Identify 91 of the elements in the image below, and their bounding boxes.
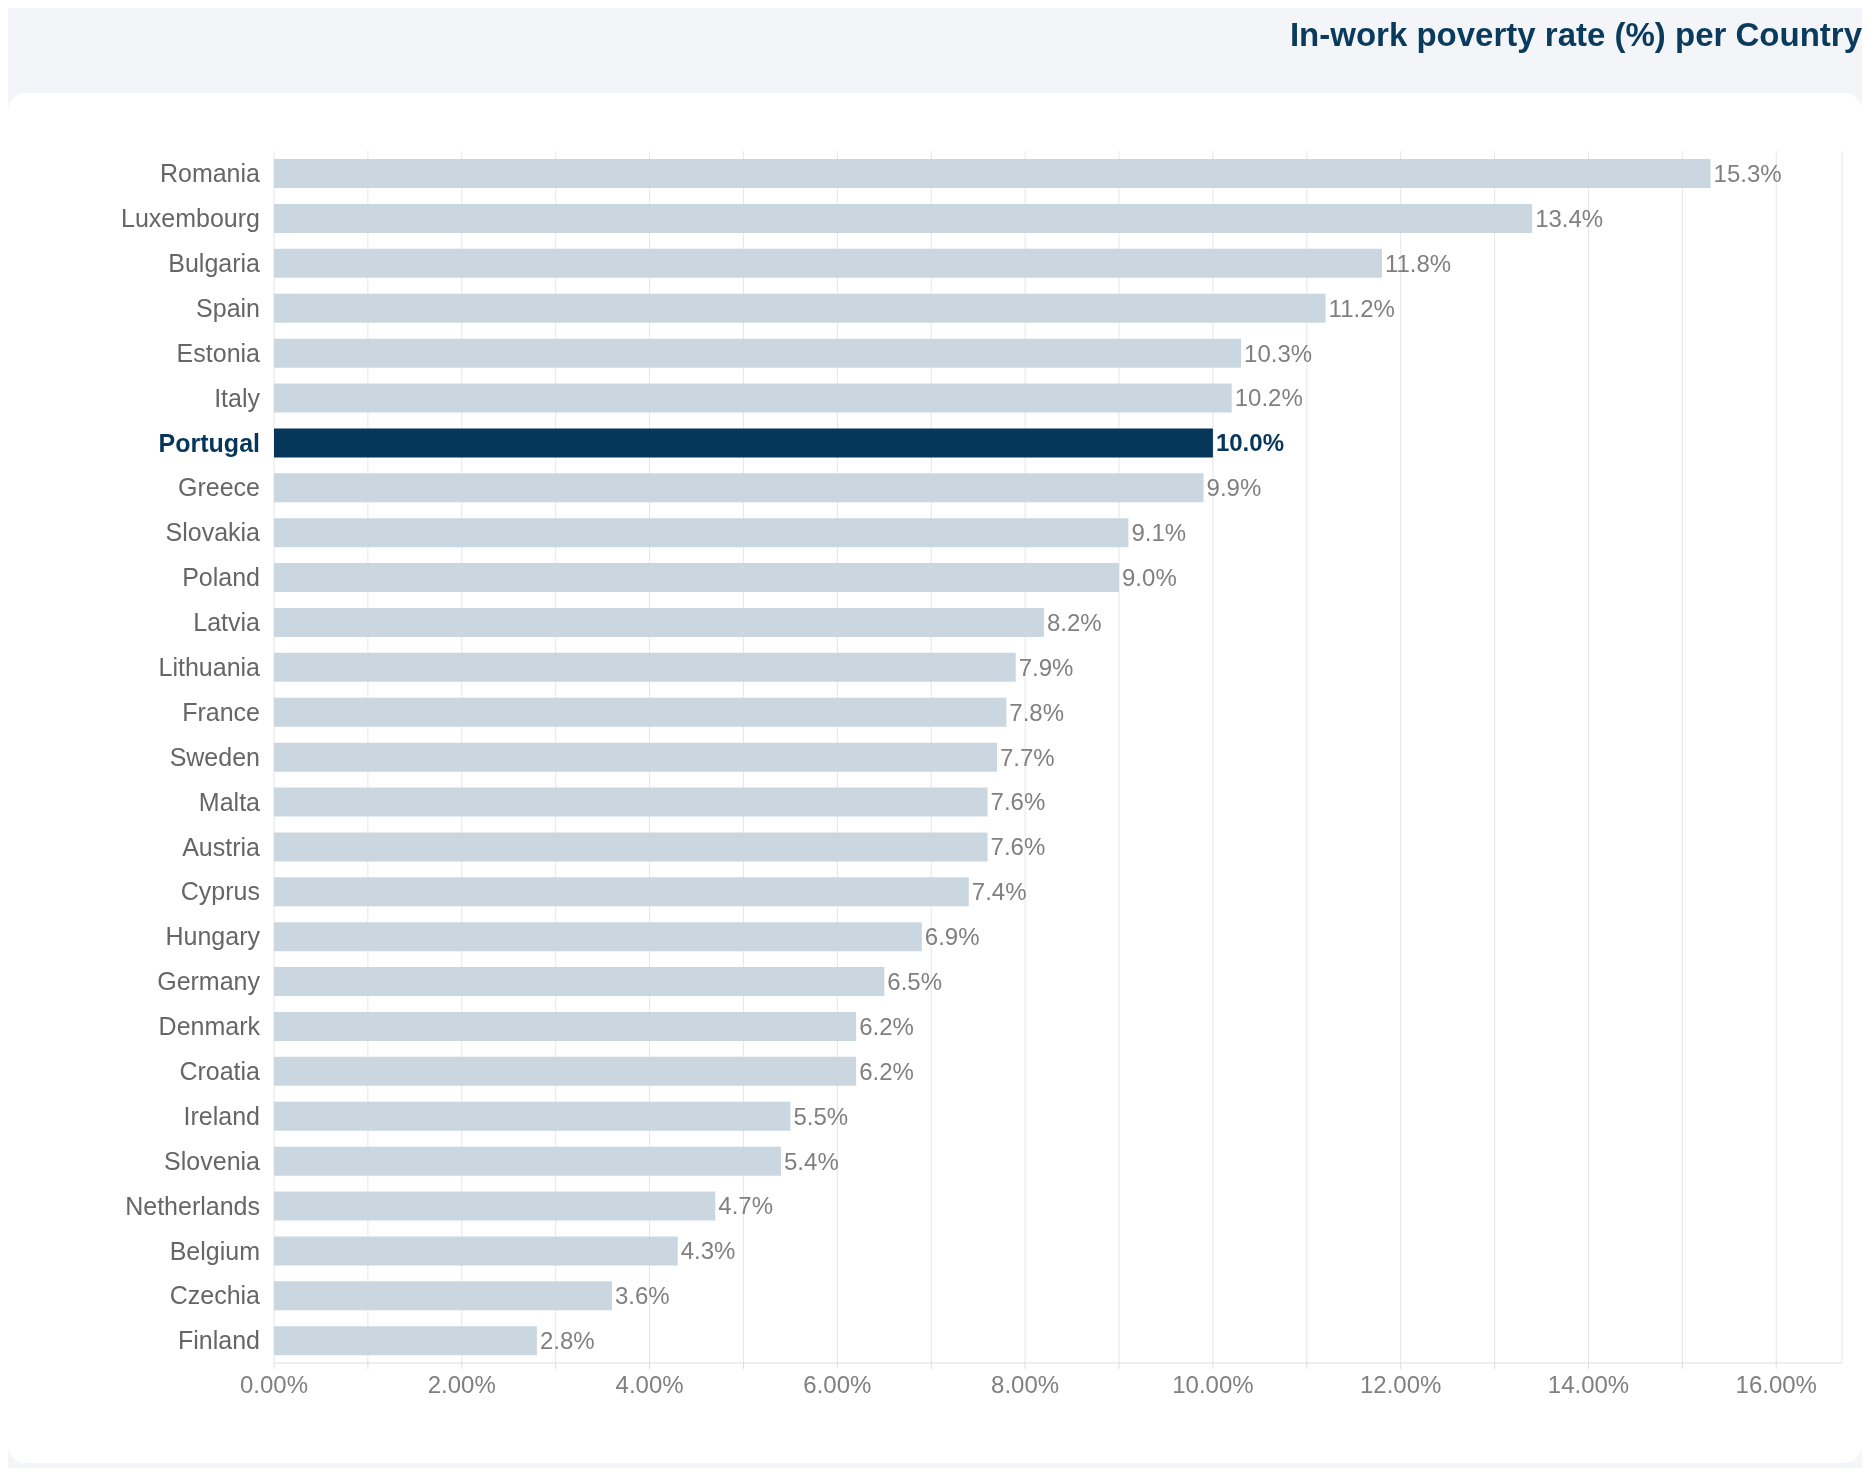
data-label: 2.8% bbox=[539, 1327, 595, 1355]
bar bbox=[274, 518, 1129, 548]
y-tick-label: Netherlands bbox=[125, 1191, 260, 1220]
data-label: 9.0% bbox=[1122, 563, 1177, 591]
y-tick-label: Luxembourg bbox=[121, 204, 260, 233]
y-tick-label: Finland bbox=[178, 1326, 260, 1355]
bar bbox=[274, 1056, 857, 1086]
y-tick-label: Greece bbox=[178, 473, 260, 502]
data-label: 7.9% bbox=[1018, 653, 1074, 681]
y-tick-label: Belgium bbox=[169, 1236, 260, 1265]
x-tick-label: 0.00% bbox=[239, 1371, 309, 1398]
x-tick-label: 4.00% bbox=[615, 1371, 684, 1398]
y-tick-label: Lithuania bbox=[158, 652, 261, 681]
y-tick-label: Latvia bbox=[193, 608, 261, 637]
chart-title: In-work poverty rate (%) per Country bbox=[1289, 16, 1862, 54]
y-tick-label: Estonia bbox=[176, 338, 261, 367]
y-tick-label: Spain bbox=[196, 293, 260, 322]
bar bbox=[274, 1011, 857, 1041]
data-label: 10.3% bbox=[1244, 339, 1313, 367]
data-label: 6.9% bbox=[924, 923, 980, 951]
y-tick-label: Slovenia bbox=[164, 1146, 261, 1175]
bar bbox=[274, 383, 1232, 413]
bar bbox=[274, 742, 997, 772]
bar bbox=[274, 428, 1213, 458]
data-label: 7.8% bbox=[1009, 698, 1065, 726]
bar bbox=[274, 159, 1711, 189]
bar bbox=[274, 877, 969, 907]
bar bbox=[274, 1146, 782, 1176]
data-label: 3.6% bbox=[615, 1282, 670, 1310]
data-label: 15.3% bbox=[1713, 159, 1782, 187]
bar bbox=[274, 1236, 678, 1266]
y-tick-label: Sweden bbox=[169, 742, 260, 771]
bar bbox=[274, 203, 1533, 233]
y-tick-label: Portugal bbox=[158, 428, 260, 457]
bar bbox=[274, 697, 1007, 727]
x-tick-label: 10.00% bbox=[1172, 1371, 1254, 1398]
y-tick-label: Croatia bbox=[179, 1056, 261, 1085]
bar bbox=[274, 1326, 537, 1356]
data-label: 4.3% bbox=[680, 1237, 736, 1265]
x-tick-label: 14.00% bbox=[1547, 1371, 1630, 1398]
y-tick-label: Austria bbox=[182, 832, 261, 861]
x-tick-label: 16.00% bbox=[1735, 1371, 1817, 1398]
bar bbox=[274, 563, 1120, 593]
data-label: 7.7% bbox=[999, 743, 1055, 771]
y-tick-label: Germany bbox=[157, 967, 261, 996]
bar bbox=[274, 338, 1242, 368]
y-tick-label: Romania bbox=[159, 159, 261, 188]
y-tick-label: Italy bbox=[214, 383, 261, 412]
bar bbox=[274, 787, 988, 817]
x-tick-label: 6.00% bbox=[803, 1371, 872, 1398]
data-label: 9.1% bbox=[1131, 519, 1187, 547]
data-label: 8.2% bbox=[1046, 608, 1102, 636]
bar bbox=[274, 967, 885, 997]
x-tick-label: 2.00% bbox=[427, 1371, 496, 1398]
y-tick-label: Hungary bbox=[165, 922, 261, 951]
y-tick-label: Czechia bbox=[169, 1281, 261, 1310]
bar bbox=[274, 652, 1016, 682]
bar bbox=[274, 922, 922, 952]
data-label: 13.4% bbox=[1535, 204, 1604, 232]
bar bbox=[274, 832, 988, 862]
bar bbox=[274, 473, 1204, 503]
y-tick-label: Denmark bbox=[158, 1012, 261, 1041]
data-label: 11.8% bbox=[1384, 249, 1452, 277]
data-label: 7.6% bbox=[990, 788, 1046, 816]
bar bbox=[274, 1101, 791, 1131]
y-tick-label: Poland bbox=[182, 563, 260, 592]
bar bbox=[274, 607, 1044, 637]
bar bbox=[274, 293, 1326, 323]
bar bbox=[274, 1191, 716, 1221]
y-tick-label: Bulgaria bbox=[168, 248, 261, 277]
y-tick-label: Malta bbox=[198, 787, 261, 816]
y-tick-label: Slovakia bbox=[165, 518, 261, 547]
x-tick-label: 12.00% bbox=[1360, 1371, 1442, 1398]
data-label: 4.7% bbox=[718, 1192, 773, 1220]
bar bbox=[274, 248, 1382, 278]
data-label: 6.2% bbox=[859, 1057, 914, 1085]
data-label: 11.2% bbox=[1328, 294, 1395, 322]
data-label: 5.5% bbox=[793, 1102, 849, 1130]
y-tick-label: France bbox=[182, 697, 260, 726]
data-label: 10.2% bbox=[1234, 384, 1303, 412]
data-label: 6.2% bbox=[859, 1012, 914, 1040]
y-tick-label: Ireland bbox=[183, 1101, 260, 1130]
bar bbox=[274, 1281, 613, 1311]
data-label: 10.0% bbox=[1215, 429, 1284, 457]
data-label: 6.5% bbox=[887, 967, 942, 995]
data-label: 7.4% bbox=[971, 878, 1027, 906]
data-label: 9.9% bbox=[1206, 474, 1262, 502]
data-label: 7.6% bbox=[990, 833, 1046, 861]
data-label: 5.4% bbox=[784, 1147, 839, 1175]
x-tick-label: 8.00% bbox=[991, 1371, 1060, 1398]
y-tick-label: Cyprus bbox=[180, 877, 260, 906]
